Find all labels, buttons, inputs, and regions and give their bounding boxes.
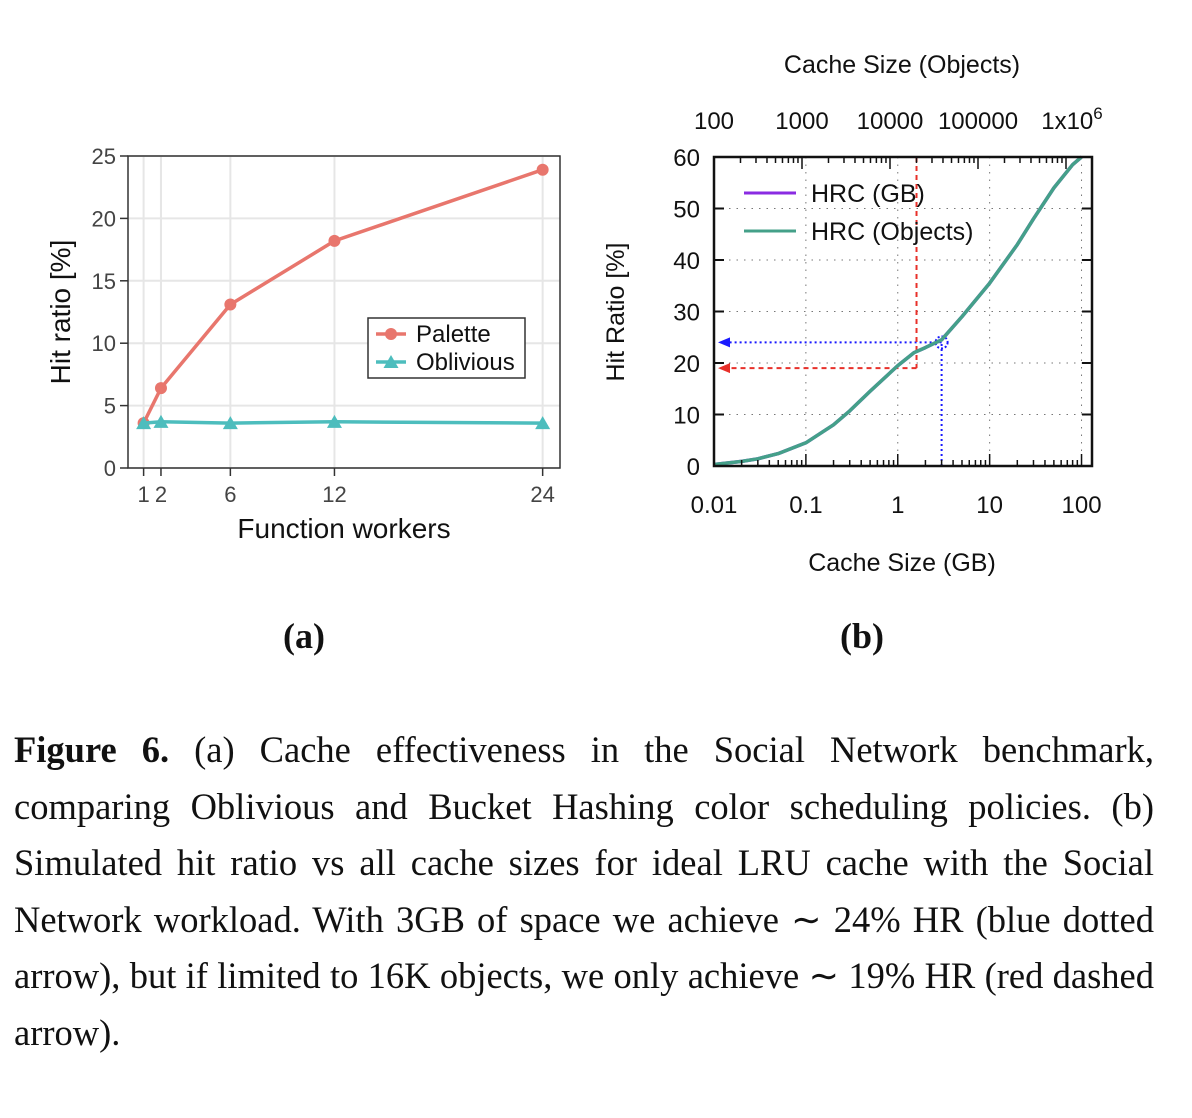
chart-b-x-tick-label: 0.1 — [789, 492, 822, 519]
chart-b-x2-tick-label: 10000 — [857, 108, 924, 135]
chart-a-y-tick-label: 15 — [92, 269, 116, 294]
chart-a-y-tick-label: 5 — [104, 394, 116, 419]
chart-a-frame — [127, 155, 561, 469]
chart-a-point-oblivious — [326, 414, 342, 428]
chart-b-legend-label: HRC (Objects) — [811, 218, 974, 246]
chart-b-y-axis-label: Hit Ratio [%] — [602, 243, 630, 382]
chart-a-x-tick-label: 24 — [530, 482, 554, 507]
chart-b-y-tick-label: 20 — [673, 351, 700, 378]
chart-a-point-oblivious — [136, 416, 152, 430]
caption-text: (a) Cache effectiveness in the Social Ne… — [14, 729, 1154, 1053]
chart-b: 0 10 20 30 40 50 60 0.01 0.1 1 10 100 100 1000 10000 10… — [602, 51, 1103, 656]
panel-b-label: (b) — [840, 616, 884, 656]
chart-b-y-tick-label: 50 — [673, 197, 700, 224]
chart-a-x-tick-label: 6 — [224, 482, 236, 507]
chart-b-x-tick-label: 1 — [891, 492, 904, 519]
chart-a-y-tick-label: 10 — [92, 331, 116, 356]
chart-a-point-oblivious — [222, 416, 238, 430]
chart-a-point-oblivious — [153, 414, 169, 428]
chart-b-x2-axis-label: Cache Size (Objects) — [784, 51, 1020, 79]
chart-a-x-axis-label: Function workers — [237, 513, 450, 544]
chart-b-axes — [712, 155, 1094, 468]
chart-b-red-arrow-head — [718, 363, 730, 374]
chart-a-legend-label: Palette — [416, 321, 491, 348]
chart-a-point-palette — [328, 234, 341, 247]
chart-b-series-line-1 — [713, 155, 1083, 467]
chart-a-plot-area — [128, 156, 560, 468]
chart-a-y-tick-label: 20 — [92, 206, 116, 231]
chart-a-y-axis-label: Hit ratio [%] — [45, 240, 76, 385]
chart-b-legend-label: HRC (GB) — [811, 180, 925, 208]
chart-a-point-palette — [154, 382, 167, 395]
figure-caption: Figure 6. (a) Cache effectiveness in the… — [14, 722, 1154, 1061]
caption-label: Figure 6. — [14, 729, 170, 770]
chart-a-point-oblivious — [535, 416, 551, 430]
chart-b-legend: HRC (GB) HRC (Objects) — [744, 180, 974, 246]
chart-a-y-tick-label: 0 — [104, 456, 116, 481]
chart-a: 0 5 10 15 20 25 1 2 6 12 24 Function workers Hit r… — [45, 144, 561, 656]
chart-b-x-axis-label: Cache Size (GB) — [808, 549, 996, 577]
chart-a-y-tick-label: 25 — [92, 144, 116, 169]
chart-a-tick-labels: 0 5 10 15 20 25 1 2 6 12 24 — [92, 144, 555, 507]
chart-a-legend-marker — [383, 355, 399, 368]
chart-a-legend-marker — [385, 328, 397, 340]
chart-b-y-tick-label: 60 — [673, 145, 700, 172]
chart-b-x-tick-label: 10 — [976, 492, 1003, 519]
chart-b-y-tick-label: 10 — [673, 403, 700, 430]
chart-a-x-tick-label: 2 — [155, 482, 167, 507]
chart-b-tick-labels: 0 10 20 30 40 50 60 0.01 0.1 1 10 100 100 1000 10000 10… — [673, 104, 1102, 519]
chart-b-x2-tick-label: 1x106 — [1041, 104, 1103, 135]
chart-b-x-tick-label: 100 — [1062, 492, 1102, 519]
chart-b-y-tick-label: 30 — [673, 300, 700, 327]
chart-b-x2-tick-label: 1000 — [775, 108, 828, 135]
chart-a-legend-label: Oblivious — [416, 349, 515, 376]
chart-a-axes — [120, 155, 561, 476]
chart-a-point-palette — [536, 163, 549, 176]
chart-b-x-tick-label: 0.01 — [691, 492, 738, 519]
chart-a-series-line-oblivious — [143, 420, 543, 425]
panel-a-label: (a) — [283, 616, 325, 656]
chart-a-series — [136, 163, 551, 430]
chart-b-y-tick-label: 40 — [673, 248, 700, 275]
chart-b-x2-tick-label: 100000 — [938, 108, 1018, 135]
chart-b-frame — [712, 155, 1094, 468]
chart-b-blue-marker — [934, 335, 949, 350]
chart-b-annotations — [718, 157, 949, 466]
chart-a-x-tick-label: 1 — [137, 482, 149, 507]
chart-b-series — [713, 155, 1083, 467]
chart-b-y-tick-label: 0 — [687, 454, 700, 481]
chart-a-x-tick-label: 12 — [322, 482, 346, 507]
chart-b-blue-arrow-head — [718, 337, 730, 348]
chart-b-x2-tick-label: 100 — [694, 108, 734, 135]
chart-a-point-palette — [224, 298, 237, 311]
